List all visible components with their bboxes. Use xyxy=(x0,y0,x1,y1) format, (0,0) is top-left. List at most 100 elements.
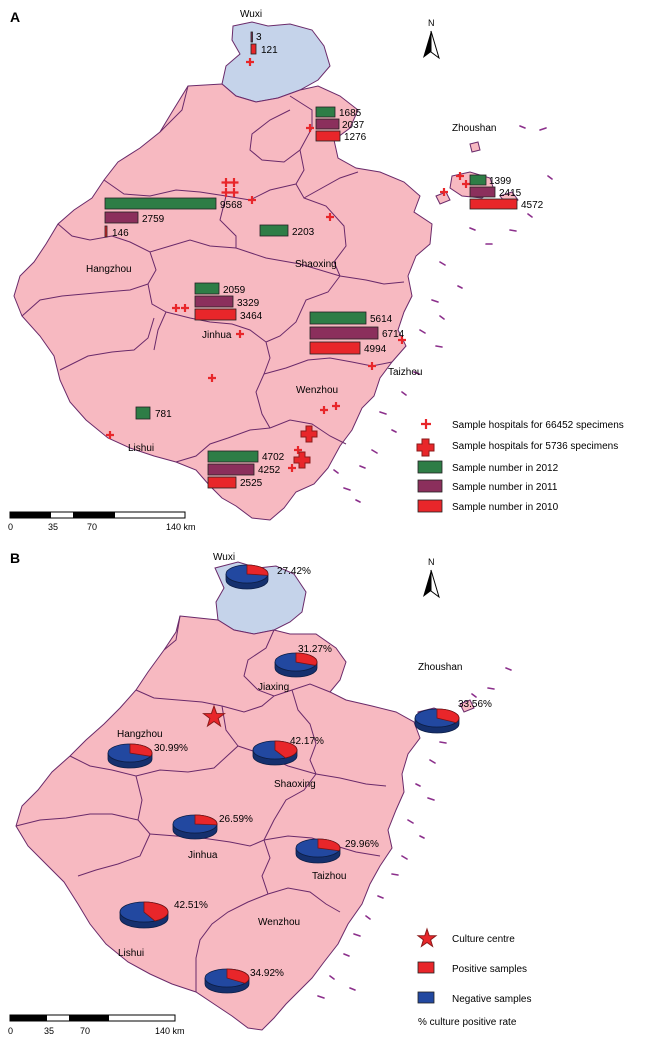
bar-wuxi-2011 xyxy=(250,31,253,43)
panel-b: B xyxy=(8,550,531,1036)
region-name-hangzhou-a: Hangzhou xyxy=(86,264,132,275)
city-borders-b xyxy=(15,615,387,992)
pie-taizhou xyxy=(295,838,341,864)
legend-2011: Sample number in 2011 xyxy=(452,482,558,493)
region-name-wenzhou-b: Wenzhou xyxy=(258,917,300,928)
region-name-wuxi-a: Wuxi xyxy=(240,9,262,20)
bar-zhoushan-2010 xyxy=(469,198,518,210)
scale-bar-b: 0 35 70 140 km xyxy=(8,1014,185,1036)
legend-2010: Sample number in 2010 xyxy=(452,502,559,513)
scale-bar-a: 0 35 70 140 km xyxy=(8,511,196,532)
bar-zhoushan-2011 xyxy=(469,186,496,198)
rate-wenzhou: 34.92% xyxy=(250,968,284,979)
city-borders-a xyxy=(21,85,405,463)
rate-taizhou: 29.96% xyxy=(345,839,379,850)
scale-a-70: 70 xyxy=(87,522,97,532)
scale-b-70: 70 xyxy=(80,1026,90,1036)
rate-wuxi: 27.42% xyxy=(277,566,311,577)
big-hospital-crosses-a xyxy=(293,425,318,469)
rate-jiaxing: 31.27% xyxy=(298,644,332,655)
panel-a-label: A xyxy=(10,9,20,25)
bar-wenzhou-2010 xyxy=(207,476,237,489)
bar-jinhua-2010 xyxy=(194,308,237,321)
bar-shaoxing-2012 xyxy=(259,224,289,237)
zhejiang-land-b xyxy=(15,615,421,1031)
val-wenzhou-2012: 4702 xyxy=(262,452,285,463)
bar-wenzhou-2012 xyxy=(207,450,259,463)
coastal-islets-a xyxy=(333,125,553,503)
val-shaoxing-2012: 2203 xyxy=(292,227,315,238)
val-jinhua-2012: 2059 xyxy=(223,285,246,296)
bar-lishui-2012 xyxy=(135,406,151,420)
scale-a-140: 140 km xyxy=(166,522,196,532)
val-zhoushan-2011: 2415 xyxy=(499,188,522,199)
pie-lishui xyxy=(119,901,169,929)
legend-big-cross: Sample hospitals for 5736 specimens xyxy=(452,441,618,452)
legend-negative: Negative samples xyxy=(452,994,531,1005)
val-wuxi-2010: 121 xyxy=(261,45,278,56)
val-jinhua-2010: 3464 xyxy=(240,311,263,322)
legend-2012: Sample number in 2012 xyxy=(452,463,559,474)
val-zhoushan-2010: 4572 xyxy=(521,200,544,211)
val-lishui-2012: 781 xyxy=(155,409,172,420)
scale-b-140: 140 km xyxy=(155,1026,185,1036)
scale-a-0: 0 xyxy=(8,522,13,532)
val-hangzhou-2012: 9568 xyxy=(220,200,243,211)
bar-wuxi-2010 xyxy=(250,43,257,55)
val-jiaxing-2011: 2037 xyxy=(342,120,365,131)
pie-zhoushan xyxy=(414,708,460,734)
pie-hangzhou xyxy=(107,743,153,769)
val-wenzhou-2011: 4252 xyxy=(258,465,281,476)
north-label-b: N xyxy=(428,557,435,567)
region-name-shaoxing-a: Shaoxing xyxy=(295,259,337,270)
region-name-wenzhou-a: Wenzhou xyxy=(296,385,338,396)
pie-wuxi xyxy=(225,564,269,590)
rate-jinhua: 26.59% xyxy=(219,814,253,825)
scale-b-0: 0 xyxy=(8,1026,13,1036)
pie-charts xyxy=(107,564,460,994)
coastal-islets-b xyxy=(317,667,512,999)
val-wenzhou-2010: 2525 xyxy=(240,478,263,489)
val-hangzhou-2011: 2759 xyxy=(142,214,165,225)
pie-wenzhou xyxy=(204,968,250,994)
culture-centre-star xyxy=(202,704,226,728)
legend-rate: % culture positive rate xyxy=(418,1017,517,1028)
region-name-taizhou-a: Taizhou xyxy=(388,367,422,378)
rate-lishui: 42.51% xyxy=(174,900,208,911)
bar-wenzhou-2011 xyxy=(207,463,255,476)
legend-a: Sample hospitals for 66452 specimens Sam… xyxy=(416,419,624,513)
bar-taizhou-2011 xyxy=(309,326,379,340)
val-jiaxing-2010: 1276 xyxy=(344,132,367,143)
bar-jiaxing-2012 xyxy=(315,106,336,118)
panel-a: A xyxy=(8,9,624,532)
scale-b-35: 35 xyxy=(44,1026,54,1036)
legend-small-cross: Sample hospitals for 66452 specimens xyxy=(452,420,624,431)
region-name-jinhua-a: Jinhua xyxy=(202,330,232,341)
rate-hangzhou: 30.99% xyxy=(154,743,188,754)
region-name-shaoxing-b: Shaoxing xyxy=(274,779,316,790)
legend-b: Culture centre Positive samples Negative… xyxy=(416,927,531,1028)
north-label-a: N xyxy=(428,18,435,28)
region-name-jiaxing-b: Jiaxing xyxy=(258,682,289,693)
scale-a-35: 35 xyxy=(48,522,58,532)
region-name-lishui-b: Lishui xyxy=(118,948,144,959)
region-name-wuxi-b: Wuxi xyxy=(213,552,235,563)
panel-b-label: B xyxy=(10,550,20,566)
bar-zhoushan-2012 xyxy=(469,174,487,186)
region-name-zhoushan-a: Zhoushan xyxy=(452,123,496,134)
region-name-lishui-a: Lishui xyxy=(128,443,154,454)
region-name-jinhua-b: Jinhua xyxy=(188,850,218,861)
bar-jiaxing-2010 xyxy=(315,130,341,142)
rate-zhoushan: 33.56% xyxy=(458,699,492,710)
bar-hangzhou-2012 xyxy=(104,197,217,210)
pie-jinhua xyxy=(172,814,218,840)
bar-hangzhou-2011 xyxy=(104,211,139,224)
north-arrow-a: N xyxy=(423,18,440,60)
sample-bars-a xyxy=(104,31,518,489)
pie-jiaxing xyxy=(274,652,318,678)
val-wuxi-2011: 3 xyxy=(256,32,262,43)
bar-taizhou-2010 xyxy=(309,341,361,355)
val-hangzhou-2010: 146 xyxy=(112,228,129,239)
val-jinhua-2011: 3329 xyxy=(237,298,260,309)
pie-shaoxing xyxy=(252,740,298,766)
